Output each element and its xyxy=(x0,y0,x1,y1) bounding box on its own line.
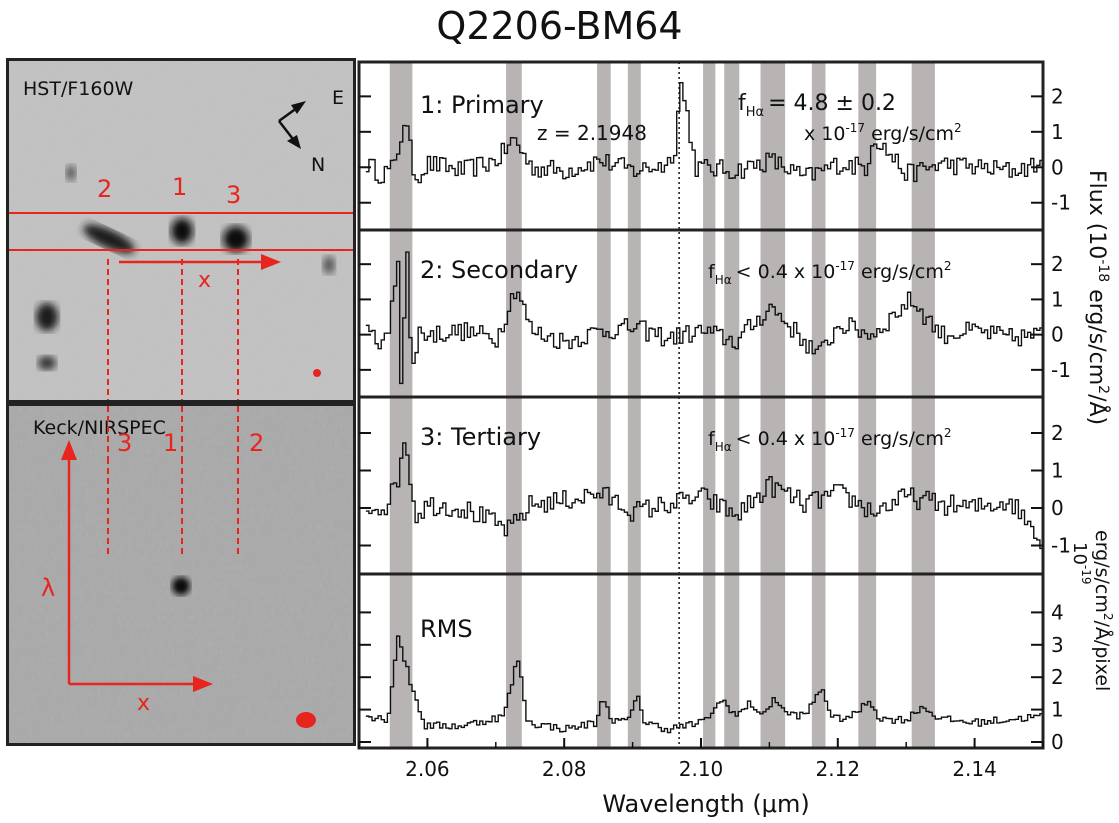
right-flux-label: Flux (10-18 erg/s/cm2/Å) xyxy=(1084,170,1111,425)
ytick-label-2-2: 2 xyxy=(1051,252,1064,276)
xtick-label-2.10: 2.10 xyxy=(679,757,724,781)
sky-band-2 xyxy=(597,62,611,748)
sky-band-8 xyxy=(858,62,877,748)
keck-source-1 xyxy=(172,577,190,595)
sky-band-7 xyxy=(811,62,826,748)
compass-e-label: E xyxy=(332,87,344,109)
ytick-label-2-0: 0 xyxy=(1051,323,1064,347)
keck-image-panel: Keck/NIRSPEC 3 1 2 λ x xyxy=(6,403,356,746)
panel-3-title: 3: Tertiary xyxy=(420,423,541,451)
hst-label: HST/F160W xyxy=(23,78,134,100)
panel-frame-4 xyxy=(357,572,1045,750)
ytick-label-3--1: -1 xyxy=(1051,534,1071,558)
panel-1-redshift: z = 2.1948 xyxy=(537,121,647,145)
sky-band-0 xyxy=(389,62,413,748)
keck-source-label-2: 2 xyxy=(249,429,264,457)
ytick-label-1-0: 0 xyxy=(1051,155,1064,179)
hst-source-label-2: 2 xyxy=(97,175,112,203)
hst-source-label-1: 1 xyxy=(172,173,187,201)
spectrum-line-2 xyxy=(365,251,1044,385)
source-2-blob xyxy=(83,224,135,254)
xtick-label-2.08: 2.08 xyxy=(542,757,587,781)
xtick-label-2.14: 2.14 xyxy=(952,757,997,781)
spectrum-line-1 xyxy=(365,81,1044,184)
ytick-label-4-3: 3 xyxy=(1051,633,1064,657)
compass-n-label: N xyxy=(311,154,325,176)
panel-1-flux-text: fHα = 4.8 ± 0.2 xyxy=(738,91,896,120)
ytick-label-3-2: 2 xyxy=(1051,421,1064,445)
hst-x-label: x xyxy=(198,268,211,293)
hst-psf-marker xyxy=(313,369,321,377)
spectrum-line-3 xyxy=(365,442,1044,550)
keck-x-label: x xyxy=(137,691,150,716)
panel-1-flux-units: x 10-17 erg/s/cm2 xyxy=(804,121,962,145)
ytick-label-2--1: -1 xyxy=(1051,358,1071,382)
field-source-c xyxy=(66,165,76,181)
ytick-label-3-1: 1 xyxy=(1051,459,1064,483)
field-source-d xyxy=(323,256,335,274)
spectrum-line-4 xyxy=(365,635,1044,734)
panel-2-title: 2: Secondary xyxy=(420,256,578,284)
ytick-label-2-1: 1 xyxy=(1051,287,1064,311)
ytick-label-4-4: 4 xyxy=(1051,600,1064,624)
sky-band-3 xyxy=(627,62,641,748)
ytick-label-1--1: -1 xyxy=(1051,191,1071,215)
source-3-blob xyxy=(223,226,249,252)
panel-2-flux-limit: fHα < 0.4 x 10-17 erg/s/cm2 xyxy=(708,259,952,287)
sky-band-6 xyxy=(760,62,786,748)
panel-3-flux-limit: fHα < 0.4 x 10-17 erg/s/cm2 xyxy=(708,426,952,454)
keck-label: Keck/NIRSPEC xyxy=(33,417,166,439)
lambda-label: λ xyxy=(41,574,55,602)
sky-band-1 xyxy=(506,62,522,748)
keck-source-label-1: 1 xyxy=(163,429,178,457)
ytick-label-1-2: 2 xyxy=(1051,84,1064,108)
keck-seeing-marker xyxy=(296,712,316,728)
ytick-label-4-1: 1 xyxy=(1051,698,1064,722)
figure-title: Q2206-BM64 xyxy=(436,4,683,48)
right-rms-label-2: erg/s/cm2/Å/pixel xyxy=(1091,530,1115,691)
panel-1-title: 1: Primary xyxy=(420,91,544,119)
xtick-label-2.06: 2.06 xyxy=(405,757,450,781)
field-source-a xyxy=(36,303,58,331)
keck-source-label-3: 3 xyxy=(117,429,132,457)
hst-image-panel: HST/F160W E N 2 1 3 x xyxy=(6,58,356,403)
ytick-label-3-0: 0 xyxy=(1051,496,1064,520)
sky-band-9 xyxy=(911,62,935,748)
x-axis-label: Wavelength (μm) xyxy=(602,790,809,818)
sky-band-4 xyxy=(703,62,716,748)
panel-4-title: RMS xyxy=(420,615,473,643)
xtick-label-2.12: 2.12 xyxy=(816,757,861,781)
field-source-b xyxy=(38,356,56,370)
ytick-label-1-1: 1 xyxy=(1051,120,1064,144)
panel-frame-1 xyxy=(357,60,1045,232)
ytick-label-4-2: 2 xyxy=(1051,665,1064,689)
sky-band-5 xyxy=(724,62,740,748)
source-1-blob xyxy=(171,218,193,244)
right-rms-label-1: 10-19 xyxy=(1069,542,1093,585)
ytick-label-4-0: 0 xyxy=(1051,730,1064,754)
hst-source-label-3: 3 xyxy=(226,181,241,209)
